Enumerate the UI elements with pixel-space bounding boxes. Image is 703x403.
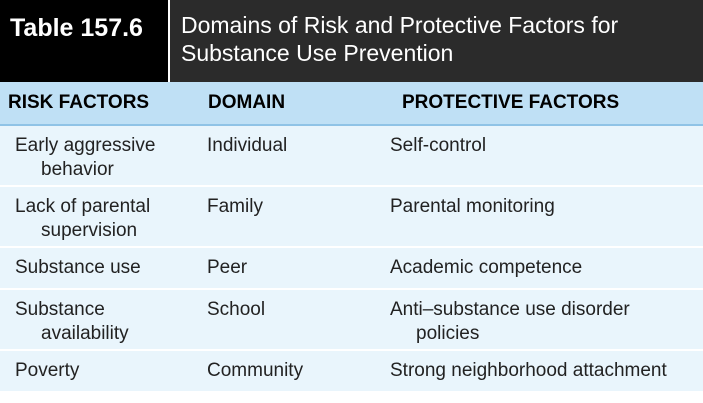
header-protective-factors: PROTECTIVE FACTORS xyxy=(402,92,620,113)
risk-factor-line-1: Lack of parental xyxy=(15,196,151,217)
domain-cell: Family xyxy=(207,196,263,217)
protective-factor-line-1: Anti–substance use disorder xyxy=(390,299,630,320)
table-row: Substance use Peer Academic competence xyxy=(0,248,703,290)
table-row: Early aggressive behavior Individual Sel… xyxy=(0,126,703,187)
protective-factor-line-1: Self-control xyxy=(390,135,487,156)
table-number: Table 157.6 xyxy=(0,0,170,82)
domain-cell: Individual xyxy=(207,135,288,156)
protective-factor-line-1: Parental monitoring xyxy=(390,196,555,217)
protective-factor-line-2: policies xyxy=(416,323,480,344)
protective-factor-cell: Academic competence xyxy=(382,248,703,288)
risk-factor-cell: Substance use xyxy=(0,248,194,288)
table-title-line-2: Substance Use Prevention xyxy=(181,40,454,66)
header-risk-factors: RISK FACTORS xyxy=(8,92,150,113)
table-header-row: RISK FACTORS DOMAIN PROTECTIVE FACTORS xyxy=(0,82,703,126)
protective-factor-cell: Parental monitoring xyxy=(382,187,703,246)
risk-factor-cell: Lack of parental supervision xyxy=(0,187,194,246)
protective-factor-line-1: Academic competence xyxy=(390,257,583,278)
risk-factor-line-2: behavior xyxy=(41,159,114,180)
protective-factor-cell: Anti–substance use disorder policies xyxy=(382,290,703,349)
domain-cell: Community xyxy=(207,360,304,381)
risk-factor-cell: Early aggressive behavior xyxy=(0,126,194,185)
risk-factor-line-1: Substance use xyxy=(15,257,141,278)
table-title-bar: Table 157.6 Domains of Risk and Protecti… xyxy=(0,0,703,82)
risk-factor-cell: Poverty xyxy=(0,351,194,391)
risk-factor-cell: Substance availability xyxy=(0,290,194,349)
table-title: Domains of Risk and Protective Factors f… xyxy=(170,0,703,82)
risk-factor-line-1: Substance xyxy=(15,299,105,320)
domain-cell: School xyxy=(207,299,266,320)
table-title-line-1: Domains of Risk and Protective Factors f… xyxy=(181,12,619,38)
protective-factor-cell: Self-control xyxy=(382,126,703,185)
risk-factor-line-2: availability xyxy=(41,323,129,344)
protective-factor-line-1: Strong neighborhood attachment xyxy=(390,360,667,381)
table-row: Poverty Community Strong neighborhood at… xyxy=(0,351,703,393)
domain-cell: Peer xyxy=(207,257,248,278)
risk-factor-line-1: Poverty xyxy=(15,360,80,381)
protective-factor-cell: Strong neighborhood attachment xyxy=(382,351,703,391)
risk-factor-line-2: supervision xyxy=(41,220,138,241)
risk-factor-line-1: Early aggressive xyxy=(15,135,156,156)
table-row: Lack of parental supervision Family Pare… xyxy=(0,187,703,248)
header-domain: DOMAIN xyxy=(208,92,286,113)
table-row: Substance availability School Anti–subst… xyxy=(0,290,703,351)
